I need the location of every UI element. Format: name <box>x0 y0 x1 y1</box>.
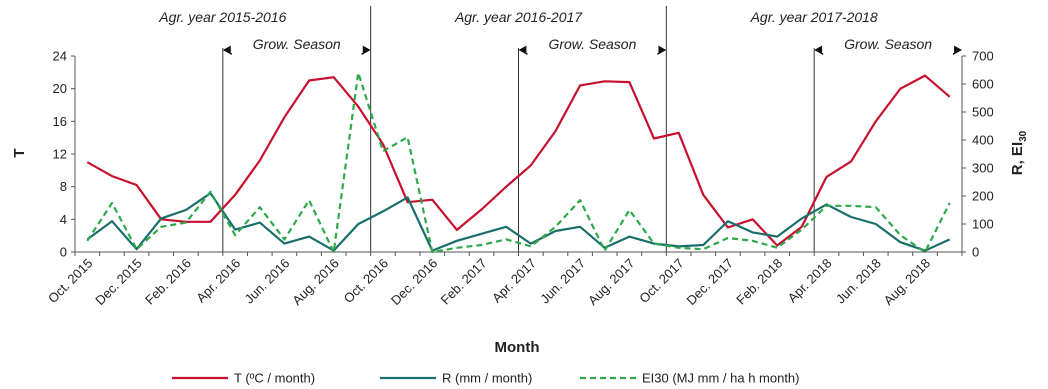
agr-year-label: Agr. year 2016-2017 <box>454 9 583 25</box>
x-tick-label: Dec. 2015 <box>92 256 145 309</box>
right-tick-label: 100 <box>972 217 994 232</box>
left-tick-label: 20 <box>53 81 67 96</box>
left-tick-label: 12 <box>53 147 67 162</box>
right-tick-label: 300 <box>972 161 994 176</box>
grow-season-label-bg <box>822 36 955 53</box>
series-line-left <box>86 74 951 247</box>
left-tick-label: 24 <box>53 49 67 64</box>
x-tick-label: Apr. 2018 <box>785 256 835 306</box>
right-tick-label: 200 <box>972 189 994 204</box>
grow-season-label: Grow. Season <box>548 36 636 52</box>
left-tick-label: 0 <box>60 245 67 260</box>
grow-season-arrow-left <box>222 45 232 55</box>
right-tick-label: 400 <box>972 133 994 148</box>
legend-label: T (ºC / month) <box>234 371 315 386</box>
x-tick-label: Jun. 2017 <box>537 256 588 307</box>
left-tick-label: 8 <box>60 179 67 194</box>
right-tick-label: 600 <box>972 77 994 92</box>
x-tick-label: Apr. 2016 <box>193 256 243 306</box>
series-line-right <box>86 192 951 252</box>
agr-year-label: Agr. year 2017-2018 <box>750 9 878 25</box>
legend-label: EI30 (MJ mm / ha h month) <box>642 371 800 386</box>
right-tick-label: 700 <box>972 49 994 64</box>
grow-season-label: Grow. Season <box>844 36 932 52</box>
agr-year-label: Agr. year 2015-2016 <box>158 9 286 25</box>
x-tick-label: Feb. 2017 <box>438 256 490 308</box>
x-tick-label: Oct. 2017 <box>636 256 686 306</box>
grow-season-arrow-right <box>361 45 371 55</box>
x-tick-label: Dec. 2017 <box>684 256 737 309</box>
grow-season-arrow-left <box>518 45 528 55</box>
x-tick-label: Jun. 2016 <box>242 256 293 307</box>
right-axis-title: R, EI30 <box>1009 130 1029 175</box>
right-axis-title-sub: 30 <box>1018 130 1029 142</box>
x-tick-label: Feb. 2018 <box>733 256 785 308</box>
x-tick-label: Aug. 2017 <box>585 256 638 309</box>
series-lines <box>86 71 951 254</box>
grow-season-arrow-right <box>657 45 667 55</box>
grow-season-arrow-left <box>814 45 824 55</box>
x-tick-label: Feb. 2016 <box>142 256 194 308</box>
left-tick-label: 16 <box>53 114 67 129</box>
right-axis-title-main: R, EI <box>1009 142 1026 175</box>
x-tick-label: Dec. 2016 <box>388 256 441 309</box>
x-tick-label: Oct. 2015 <box>45 256 95 306</box>
chart-axes: 0 4 8 12 16 20 24 0 100 200 300 400 500 600 700 Oct. 20… <box>45 49 994 309</box>
right-tick-label: 500 <box>972 105 994 120</box>
x-tick-label: Aug. 2016 <box>289 256 342 309</box>
grow-season-label-bg <box>230 36 363 53</box>
legend-label: R (mm / month) <box>442 371 532 386</box>
grow-season-label: Grow. Season <box>253 36 341 52</box>
season-annotations: Agr. year 2015-2016 Agr. year 2016-2017 Ag… <box>158 6 962 252</box>
grow-season-arrow-right <box>953 45 962 55</box>
series-line-right <box>86 71 951 254</box>
x-tick-label: Aug. 2018 <box>881 256 934 309</box>
x-axis-title: Month <box>495 339 540 356</box>
left-tick-label: 4 <box>60 212 67 227</box>
x-tick-label: Oct. 2016 <box>341 256 391 306</box>
x-tick-label: Apr. 2017 <box>489 256 539 306</box>
left-axis-title: T <box>11 148 28 157</box>
grow-season-label-bg <box>526 36 659 53</box>
legend: T (ºC / month) R (mm / month) EI30 (MJ mm … <box>172 371 800 386</box>
right-tick-label: 0 <box>972 245 979 260</box>
x-tick-label: Jun. 2018 <box>833 256 884 307</box>
